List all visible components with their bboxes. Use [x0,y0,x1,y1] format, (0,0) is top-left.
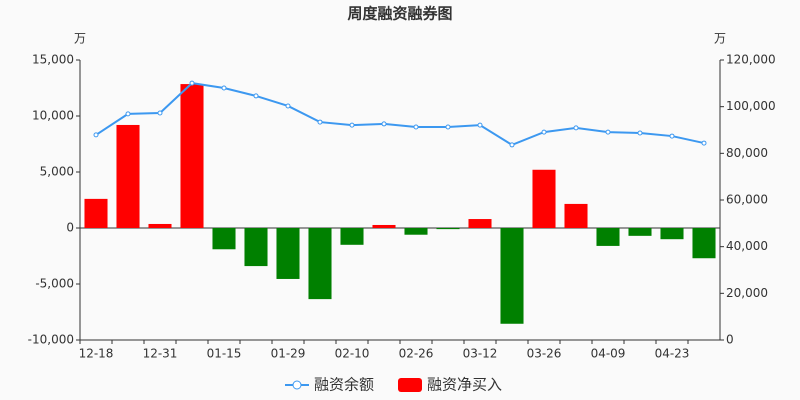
bar [84,198,108,228]
legend-label: 融资余额 [314,376,374,394]
legend-dot [292,380,302,390]
line-point [189,80,195,86]
line-point [637,130,643,136]
line-point [125,111,131,117]
y2-tick-label: 20,000 [726,286,768,300]
line-point [157,110,163,116]
y-tick-label: -10,000 [28,333,74,347]
y2-tick-label: 80,000 [726,146,768,160]
bar [116,124,140,228]
y-tick-label: -5,000 [35,277,74,291]
line-point [477,122,483,128]
bar [148,223,172,228]
y2-unit: 万 [714,32,726,46]
bar [276,228,300,279]
line-point [669,133,675,139]
line-point [317,119,323,125]
line [95,82,705,147]
x-tick-label: 02-26 [399,347,434,361]
bar [308,228,332,300]
x-tick-label: 03-12 [463,347,498,361]
bar [212,228,236,250]
line-point [605,129,611,135]
line-point [701,140,707,146]
y-tick-label: 10,000 [32,109,74,123]
legend-swatch [398,378,422,392]
line-point [285,103,291,109]
line-point [253,93,259,99]
line-point [221,85,227,91]
bar [436,228,460,230]
legend-label: 融资净买入 [427,376,502,394]
bar [532,169,556,228]
x-tick-label: 04-23 [655,347,690,361]
y-tick-label: 5,000 [40,165,74,179]
line-point [541,129,547,135]
x-tick-label: 12-31 [143,347,178,361]
x-tick-label: 03-26 [527,347,562,361]
chart-title: 周度融资融券图 [347,5,452,23]
y-unit: 万 [74,32,86,46]
line-point [573,125,579,131]
bar [660,228,684,240]
bar [500,228,524,324]
x-tick-label: 01-29 [271,347,306,361]
y-tick-label: 15,000 [32,53,74,67]
bar [628,228,652,236]
bar [372,224,396,228]
x-tick-label: 12-18 [79,347,114,361]
bar [692,228,716,259]
bar [244,228,268,267]
line-point [509,142,515,148]
line-point [93,132,99,138]
bar [564,203,588,228]
bar [596,228,620,246]
bar [468,219,492,228]
y2-tick-label: 100,000 [726,99,776,113]
y2-tick-label: 120,000 [726,53,776,67]
y2-tick-label: 0 [726,333,734,347]
bar [180,84,204,228]
y-tick-label: 0 [66,221,74,235]
line-point [413,124,419,130]
bar [404,228,428,235]
bar [340,228,364,245]
line-point [445,124,451,130]
x-tick-label: 02-10 [335,347,370,361]
line-point [381,121,387,127]
y2-tick-label: 60,000 [726,193,768,207]
line-point [349,122,355,128]
x-tick-label: 01-15 [207,347,242,361]
x-tick-label: 04-09 [591,347,626,361]
y2-tick-label: 40,000 [726,239,768,253]
